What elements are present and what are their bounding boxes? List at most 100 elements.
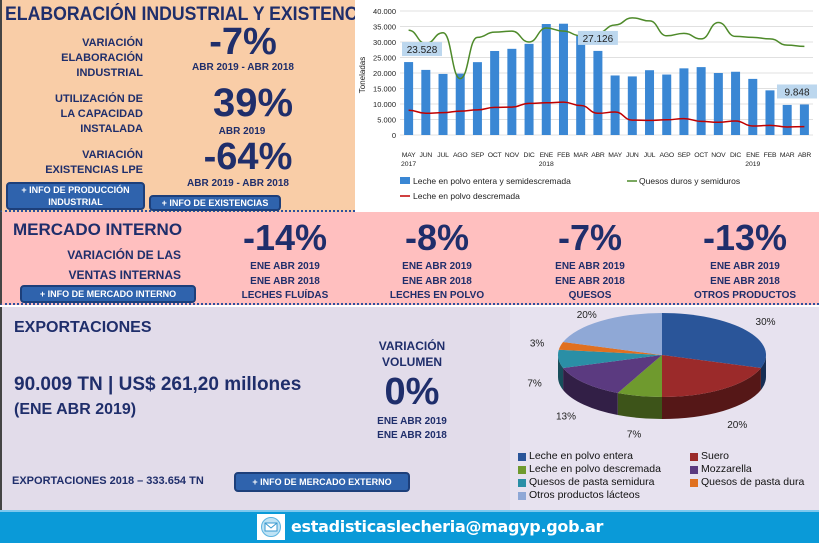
x-tick-label: ENE (540, 152, 554, 159)
x-year-label: 2017 (401, 161, 416, 168)
legend-item: Suero (690, 450, 818, 463)
value-existencias: -64% (203, 136, 293, 178)
export-period-2: ENE ABR 2018 (377, 430, 447, 441)
info-mercado-externo-button[interactable]: + INFO DE MERCADO EXTERNO (234, 472, 410, 492)
footer-email[interactable]: estadisticaslecheria@magyp.gob.ar (291, 517, 604, 536)
bar (524, 43, 534, 135)
label-capacidad: UTILIZACIÓN DE LA CAPACIDAD INSTALADA (55, 92, 143, 137)
bar (421, 69, 431, 135)
pie-slice (558, 342, 662, 355)
mercado-interno-panel: MERCADO INTERNO VARIACIÓN DE LAS VENTAS I… (0, 212, 819, 305)
x-tick-label: DIC (524, 152, 535, 159)
bar (696, 67, 706, 135)
pie-slice-side (558, 355, 564, 390)
legend-label: Leche en polvo entera y semidescremada (413, 176, 571, 186)
pie-slice-side (760, 355, 766, 390)
pie-slice-label: 20% (577, 310, 597, 321)
x-tick-label: JUL (644, 152, 656, 159)
label-line: ELABORACIÓN (61, 52, 143, 64)
value-capacidad: 39% (212, 81, 294, 125)
info-existencias-button[interactable]: + INFO DE EXISTENCIAS (149, 195, 281, 211)
info-mercado-interno-button[interactable]: + INFO DE MERCADO INTERNO (20, 285, 196, 303)
bar (472, 62, 482, 135)
legend-swatch (518, 465, 526, 474)
x-tick-label: AGO (453, 152, 468, 159)
mercado-period-2: ENE ABR 2018 (402, 275, 472, 287)
data-label: 27.126 (583, 34, 614, 45)
footer: estadisticaslecheria@magyp.gob.ar (0, 510, 819, 543)
data-label-bg (402, 42, 442, 57)
bar (541, 24, 551, 135)
x-tick-label: DIC (730, 152, 741, 159)
pie-slice (662, 313, 766, 368)
industrial-panel: ELABORACIÓN INDUSTRIAL Y EXISTENCIAS VAR… (0, 0, 387, 212)
bar (713, 73, 723, 135)
mercado-period-1: ENE ABR 2019 (402, 261, 472, 272)
mercado-item: -7% ENE ABR 2019 ENE ABR 2018 QUESOS (535, 216, 645, 304)
x-tick-label: FEB (557, 152, 570, 159)
mercado-item: -14% ENE ABR 2019 ENE ABR 2018 LECHES FL… (230, 216, 340, 304)
button-label: INDUSTRIAL (48, 197, 103, 207)
pie-slice (563, 355, 662, 394)
export-main-value: 90.009 TN | US$ 261,20 millones (14, 374, 302, 395)
bar (679, 68, 689, 135)
exportaciones-panel: EXPORTACIONES 90.009 TN | US$ 261,20 mil… (0, 307, 510, 510)
x-tick-label: OCT (488, 152, 502, 159)
bar (799, 104, 809, 135)
export-var-value: 0% (384, 371, 440, 413)
export-pie-chart: 30% 20% 7% 13% 7% 3% 20% (527, 310, 775, 441)
x-tick-label: OCT (694, 152, 708, 159)
pie-slice-label: 20% (727, 420, 747, 431)
label-line: VARIACIÓN (378, 339, 446, 353)
mercado-value: -7% (557, 217, 623, 258)
pie-slice (563, 313, 662, 355)
y-tick-label: 25.000 (373, 54, 396, 63)
legend-item: Quesos de pasta dura (690, 476, 818, 489)
data-label-bg (777, 84, 817, 99)
pie-slice-side (563, 367, 618, 416)
bar (455, 73, 465, 135)
label-line: EXISTENCIAS LPE (45, 164, 143, 176)
data-label: 23.528 (407, 45, 438, 56)
legend-item: Quesos de pasta semidura (518, 476, 690, 489)
label-line: VARIACIÓN (82, 149, 143, 161)
legend-label: Leche en polvo descremada (413, 191, 520, 201)
data-label: 9.848 (784, 87, 809, 98)
mercado-title: MERCADO INTERNO (13, 220, 183, 239)
pie-slice (662, 355, 761, 397)
x-tick-label: FEB (764, 152, 777, 159)
mercado-period-1: ENE ABR 2019 (555, 261, 625, 272)
mercado-period-2: ENE ABR 2018 (555, 275, 625, 287)
x-tick-label: ABR (591, 152, 605, 159)
period-existencias: ABR 2019 - ABR 2018 (187, 178, 289, 189)
mercado-product: LECHES EN POLVO (389, 290, 485, 301)
x-tick-label: ABR (798, 152, 812, 159)
export-total: EXPORTACIONES 2018 – 333.654 TN (12, 475, 204, 487)
info-produccion-button[interactable]: + INFO DE PRODUCCIÓN INDUSTRIAL (6, 182, 145, 210)
export-period-1: ENE ABR 2019 (377, 416, 447, 427)
x-tick-label: JUN (626, 152, 639, 159)
mercado-period-2: ENE ABR 2018 (710, 275, 780, 287)
legend-swatch (690, 478, 698, 487)
value-elaboracion: -7% (209, 21, 277, 63)
bar (627, 76, 637, 135)
legend-label: Leche en polvo descremada (529, 463, 661, 475)
mercado-product: LECHES FLUÍDAS (241, 290, 329, 301)
pie-slice-label: 3% (530, 338, 545, 349)
bar (490, 50, 500, 135)
export-var-label: VARIACIÓN VOLUMEN (362, 338, 462, 370)
y-tick-label: 35.000 (373, 23, 396, 32)
pie-slice-label: 7% (627, 430, 642, 441)
x-tick-label: MAY (402, 152, 416, 159)
pie-slice (617, 355, 662, 397)
series-line (408, 17, 805, 80)
x-tick-label: MAY (608, 152, 622, 159)
x-tick-label: JUN (420, 152, 433, 159)
bar (438, 73, 448, 135)
x-tick-label: AGO (659, 152, 674, 159)
legend-swatch (518, 452, 526, 461)
label-line: VOLUMEN (382, 355, 442, 369)
export-title: EXPORTACIONES (14, 319, 152, 336)
pie-slice-label: 7% (527, 378, 542, 389)
mercado-item: -8% ENE ABR 2019 ENE ABR 2018 LECHES EN … (382, 216, 492, 304)
